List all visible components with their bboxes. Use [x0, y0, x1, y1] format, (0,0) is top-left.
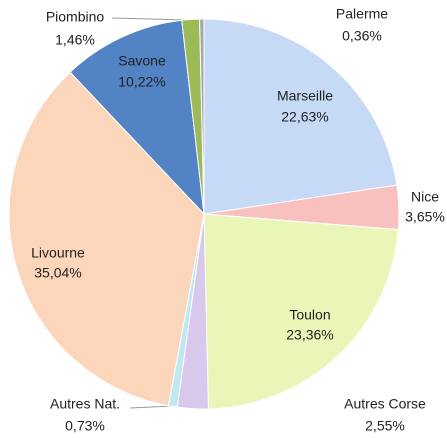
slice-label: Piombino	[46, 9, 105, 25]
value-label: 3,65%	[405, 209, 445, 225]
slice-label: Livourne	[31, 245, 85, 261]
leader-line	[111, 17, 187, 21]
pie-slice	[8, 71, 205, 407]
value-label: 2,55%	[365, 418, 405, 434]
pie-slice	[203, 213, 399, 410]
value-label: 0,73%	[65, 418, 105, 434]
pie-slice	[203, 18, 398, 215]
value-label: 35,04%	[34, 265, 81, 281]
slice-label: Palerme	[336, 6, 388, 22]
leader-line	[129, 405, 174, 409]
slice-label: Autres Nat.	[50, 396, 120, 412]
slice-label: Marseille	[277, 88, 333, 104]
slice-label: Nice	[411, 189, 439, 205]
value-label: 23,36%	[286, 327, 333, 343]
value-label: 22,63%	[281, 109, 328, 125]
slice-label: Savone	[118, 53, 166, 69]
value-label: 0,36%	[342, 28, 382, 44]
value-label: 10,22%	[118, 74, 165, 90]
slice-label: Autres Corse	[344, 396, 426, 412]
pie-slice	[199, 18, 205, 215]
pie-slice	[69, 19, 205, 216]
value-label: 1,46%	[55, 32, 95, 48]
slice-label: Toulon	[289, 307, 330, 323]
